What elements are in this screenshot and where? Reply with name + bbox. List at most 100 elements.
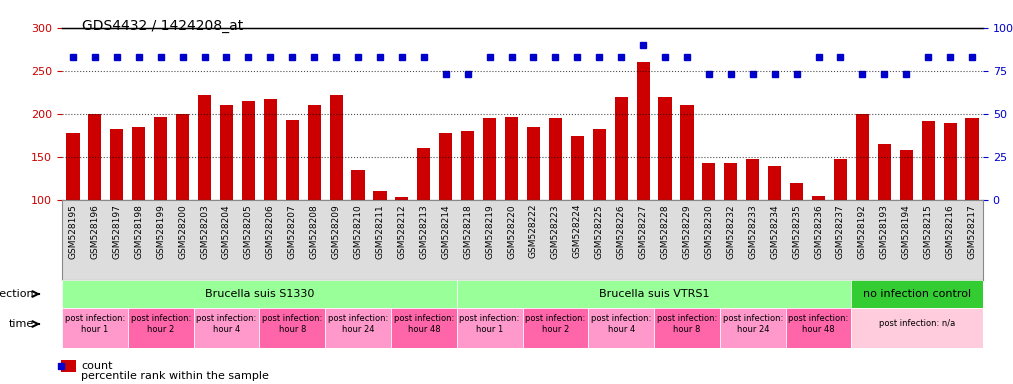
Bar <box>88 114 101 286</box>
Text: post infection:
hour 1: post infection: hour 1 <box>65 314 125 334</box>
Bar <box>720 308 786 348</box>
Text: post infection:
hour 48: post infection: hour 48 <box>394 314 454 334</box>
Bar <box>440 133 453 286</box>
Text: post infection:
hour 4: post infection: hour 4 <box>197 314 256 334</box>
Text: GSM528197: GSM528197 <box>112 204 122 259</box>
Text: GSM528236: GSM528236 <box>814 204 823 259</box>
Text: GSM528224: GSM528224 <box>572 204 581 258</box>
Text: GSM528200: GSM528200 <box>178 204 187 259</box>
Bar <box>286 120 299 286</box>
Text: GSM528204: GSM528204 <box>222 204 231 259</box>
Bar <box>193 308 259 348</box>
Text: post infection:
hour 24: post infection: hour 24 <box>328 314 388 334</box>
Text: GSM528232: GSM528232 <box>726 204 735 259</box>
Bar <box>856 114 869 286</box>
Text: no infection control: no infection control <box>863 289 971 299</box>
Bar <box>615 97 628 286</box>
Bar <box>374 191 387 286</box>
Bar <box>658 97 672 286</box>
Text: post infection:
hour 24: post infection: hour 24 <box>722 314 783 334</box>
Text: GSM528218: GSM528218 <box>463 204 472 259</box>
Bar <box>67 133 80 286</box>
Text: GSM528193: GSM528193 <box>880 204 888 259</box>
Bar <box>790 183 803 286</box>
Text: post infection:
hour 4: post infection: hour 4 <box>591 314 651 334</box>
Bar <box>724 163 737 286</box>
Text: percentile rank within the sample: percentile rank within the sample <box>81 371 268 381</box>
Text: GSM528237: GSM528237 <box>836 204 845 259</box>
Text: time: time <box>9 319 34 329</box>
Text: GDS4432 / 1424208_at: GDS4432 / 1424208_at <box>82 19 243 33</box>
Text: GSM528235: GSM528235 <box>792 204 801 259</box>
Bar <box>329 95 342 286</box>
Bar <box>176 114 189 286</box>
Bar <box>457 308 523 348</box>
Text: GSM528207: GSM528207 <box>288 204 297 259</box>
Text: count: count <box>81 361 112 371</box>
Bar <box>877 144 890 286</box>
Text: GSM528194: GSM528194 <box>902 204 911 259</box>
Text: GSM528216: GSM528216 <box>945 204 954 259</box>
Bar <box>900 150 913 286</box>
Bar <box>242 101 255 286</box>
Text: infection: infection <box>0 289 34 299</box>
Text: post infection:
hour 48: post infection: hour 48 <box>788 314 849 334</box>
Text: GSM528215: GSM528215 <box>924 204 933 259</box>
Bar <box>132 127 145 286</box>
Bar <box>681 105 694 286</box>
Text: GSM528196: GSM528196 <box>90 204 99 259</box>
Bar <box>391 308 457 348</box>
Text: GSM528211: GSM528211 <box>376 204 385 259</box>
Text: GSM528227: GSM528227 <box>638 204 647 259</box>
Bar <box>352 170 365 286</box>
Text: post infection:
hour 8: post infection: hour 8 <box>262 314 322 334</box>
Text: GSM528219: GSM528219 <box>485 204 494 259</box>
Text: GSM528195: GSM528195 <box>69 204 77 259</box>
Text: post infection:
hour 2: post infection: hour 2 <box>526 314 586 334</box>
Text: GSM528199: GSM528199 <box>156 204 165 259</box>
Bar <box>852 280 983 308</box>
Text: GSM528217: GSM528217 <box>967 204 977 259</box>
Bar <box>834 159 847 286</box>
Text: GSM528220: GSM528220 <box>508 204 516 259</box>
Bar <box>943 122 956 286</box>
Text: post infection:
hour 1: post infection: hour 1 <box>460 314 520 334</box>
Text: GSM528203: GSM528203 <box>200 204 209 259</box>
Bar <box>110 129 124 286</box>
Bar <box>128 308 193 348</box>
Bar <box>593 129 606 286</box>
Bar <box>747 159 760 286</box>
Bar <box>589 308 654 348</box>
Text: GSM528198: GSM528198 <box>135 204 143 259</box>
Text: GSM528234: GSM528234 <box>770 204 779 259</box>
Text: post infection:
hour 8: post infection: hour 8 <box>656 314 717 334</box>
Bar <box>922 121 935 286</box>
Bar <box>325 308 391 348</box>
Text: Brucella suis VTRS1: Brucella suis VTRS1 <box>599 289 709 299</box>
Bar <box>812 196 826 286</box>
Bar <box>417 148 431 286</box>
Bar <box>395 197 408 286</box>
Text: GSM528223: GSM528223 <box>551 204 560 259</box>
Bar <box>570 136 583 286</box>
Bar <box>62 280 457 308</box>
Text: GSM528208: GSM528208 <box>310 204 319 259</box>
Text: GSM528206: GSM528206 <box>265 204 275 259</box>
Text: GSM528210: GSM528210 <box>354 204 363 259</box>
Bar <box>527 127 540 286</box>
Bar <box>457 280 852 308</box>
Text: GSM528205: GSM528205 <box>244 204 253 259</box>
Bar <box>654 308 720 348</box>
Bar <box>702 163 715 286</box>
Text: GSM528226: GSM528226 <box>617 204 626 259</box>
Bar <box>483 118 496 286</box>
Bar <box>461 131 474 286</box>
Bar <box>61 361 76 372</box>
Text: GSM528233: GSM528233 <box>749 204 758 259</box>
Text: GSM528225: GSM528225 <box>595 204 604 259</box>
Bar <box>62 308 128 348</box>
Bar <box>154 118 167 286</box>
Text: post infection:
hour 2: post infection: hour 2 <box>131 314 190 334</box>
Bar <box>220 105 233 286</box>
Bar <box>549 118 562 286</box>
